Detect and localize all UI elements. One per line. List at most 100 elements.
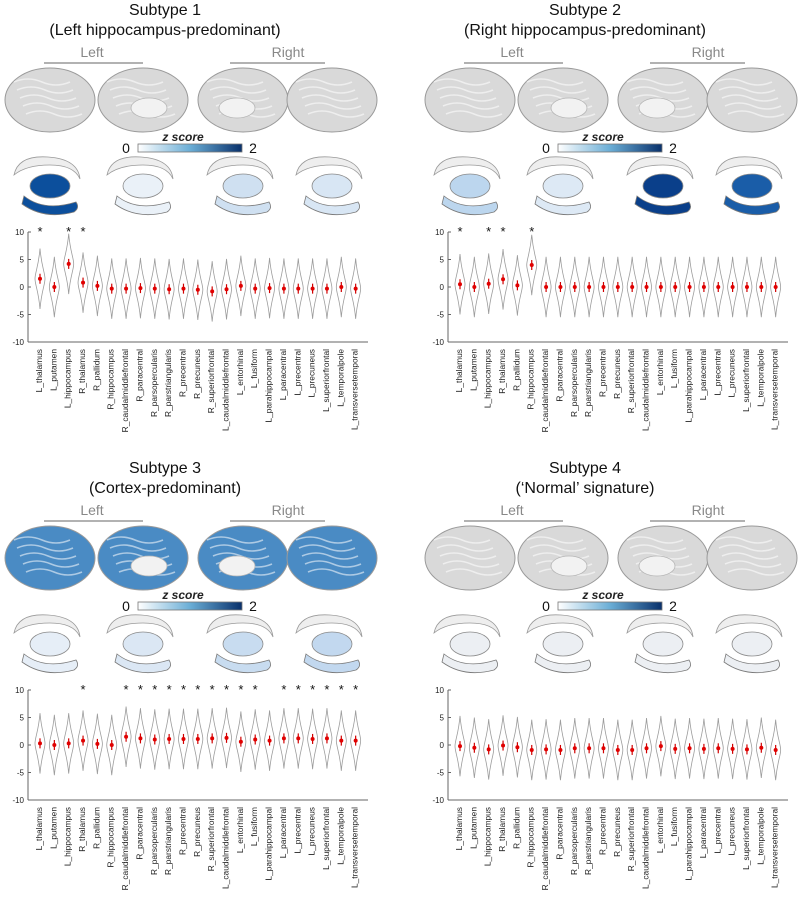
subcortical-view-4 [715, 156, 783, 216]
significance-star: * [210, 682, 215, 697]
median-L_hippocampus [486, 747, 491, 752]
subcortical-view-2 [106, 156, 174, 216]
x-label-L_fusiform: L_fusiform [249, 349, 259, 388]
median-L_precuneus [310, 736, 315, 741]
gyrus-line [13, 536, 71, 544]
gyrus-line [526, 78, 584, 86]
cortex-view-1 [424, 67, 516, 133]
y-tick-label: -10 [12, 338, 24, 347]
left-hemi-label: Left [80, 44, 103, 60]
subcortical-view-3 [206, 614, 274, 674]
x-label-L_superiorfrontal: L_superiorfrontal [741, 807, 751, 870]
subcortical-view-3 [206, 156, 274, 216]
gyrus-line [626, 536, 684, 544]
cortex-view-3 [617, 67, 709, 133]
median-L_putamen [52, 743, 57, 747]
gyrus-line [727, 568, 785, 576]
y-tick-label: 10 [15, 228, 24, 237]
cortex-surface [4, 525, 96, 591]
gyrus-line [436, 544, 494, 552]
significance-star: * [224, 682, 229, 697]
x-label-R_precentral: R_precentral [597, 349, 607, 397]
x-label-L_precentral: L_precentral [712, 807, 722, 854]
hippocampus [534, 195, 591, 216]
significance-star: * [501, 224, 506, 239]
medial-wall [218, 555, 256, 577]
median-L_hippocampus [66, 741, 71, 746]
y-tick-label: -5 [17, 311, 25, 320]
subcortical-view-2 [526, 156, 594, 216]
median-R_pallidum [515, 745, 520, 750]
significance-star: * [281, 682, 286, 697]
median-L_temporalpole [759, 285, 764, 289]
x-label-L_caudalmiddlefrontal: L_caudalmiddlefrontal [221, 807, 231, 889]
x-label-R_superiorfrontal: R_superiorfrontal [626, 349, 636, 413]
gyrus-line [13, 78, 71, 86]
subcortical-view-1 [13, 614, 81, 674]
hippocampus [214, 195, 271, 216]
left-hemi-label: Left [500, 502, 523, 518]
panel-title: Subtype 1 [129, 2, 201, 19]
gyrus-line [526, 536, 584, 544]
gyrus-line [629, 86, 687, 94]
panel-title: Subtype 4 [549, 460, 621, 477]
gyrus-line [22, 102, 80, 110]
thalamus-putamen [222, 173, 264, 199]
x-label-L_temporalpole: L_temporalpole [755, 349, 765, 407]
panel-subtitle: (Left hippocampus-predominant) [49, 22, 280, 39]
thalamus-putamen [311, 173, 353, 199]
median-L_entorhinal [238, 283, 243, 288]
colorbar-max: 2 [249, 598, 257, 614]
median-L_precuneus [310, 286, 315, 291]
x-label-L_caudalmiddlefrontal: L_caudalmiddlefrontal [641, 349, 651, 431]
median-R_precuneus [195, 736, 200, 741]
x-label-L_parahippocampal: L_parahippocampal [264, 349, 274, 423]
colorbar-max: 2 [669, 598, 677, 614]
significance-star: * [324, 682, 329, 697]
x-label-L_hippocampus: L_hippocampus [63, 349, 73, 408]
median-L_precentral [716, 285, 721, 289]
y-tick-label: -5 [437, 311, 445, 320]
gyrus-line [19, 94, 77, 102]
median-R_hippocampus [109, 286, 114, 291]
x-label-R_parstriangularis: R_parstriangularis [163, 807, 173, 875]
x-label-L_precuneus: L_precuneus [307, 349, 317, 397]
median-R_parsopercularis [572, 285, 577, 289]
median-R_superiorfrontal [210, 289, 215, 294]
subcortical-view-4 [295, 614, 363, 674]
median-R_hippocampus [529, 263, 534, 267]
caudate [295, 156, 363, 180]
cortex-view-4 [706, 67, 798, 133]
median-L_hippocampus [486, 281, 491, 286]
x-label-R_pallidum: R_pallidum [511, 349, 521, 391]
subcortical-view-3 [626, 156, 694, 216]
gyrus-line [25, 110, 83, 118]
colorbar-min: 0 [122, 598, 130, 614]
hippocampus [634, 195, 691, 216]
median-L_paracentral [701, 285, 706, 289]
right-hemi-label: Right [692, 502, 725, 518]
median-R_paracentral [138, 736, 143, 741]
x-label-R_precuneus: R_precuneus [192, 807, 202, 857]
median-L_thalamus [458, 282, 462, 287]
caudate [206, 614, 274, 638]
subcortical-view-1 [433, 156, 501, 216]
colorbar-min: 0 [542, 598, 550, 614]
x-label-L_caudalmiddlefrontal: L_caudalmiddlefrontal [641, 807, 651, 889]
median-L_putamen [472, 285, 477, 289]
x-label-R_precuneus: R_precuneus [192, 349, 202, 399]
y-tick-label: 0 [20, 283, 25, 292]
caudate [206, 156, 274, 180]
gyrus-line [727, 110, 785, 118]
thalamus-putamen [449, 173, 491, 199]
x-label-L_precuneus: L_precuneus [727, 807, 737, 855]
median-L_thalamus [38, 741, 42, 746]
thalamus-putamen [731, 173, 773, 199]
median-L_entorhinal [658, 744, 663, 749]
x-label-R_hippocampus: R_hippocampus [526, 807, 536, 868]
cortex-view-4 [286, 525, 378, 591]
gyrus-line [721, 552, 779, 560]
panel-subtype-2: Subtype 2 (Right hippocampus-predominant)… [424, 2, 798, 432]
hippocampus [114, 653, 171, 674]
median-L_fusiform [253, 737, 258, 742]
